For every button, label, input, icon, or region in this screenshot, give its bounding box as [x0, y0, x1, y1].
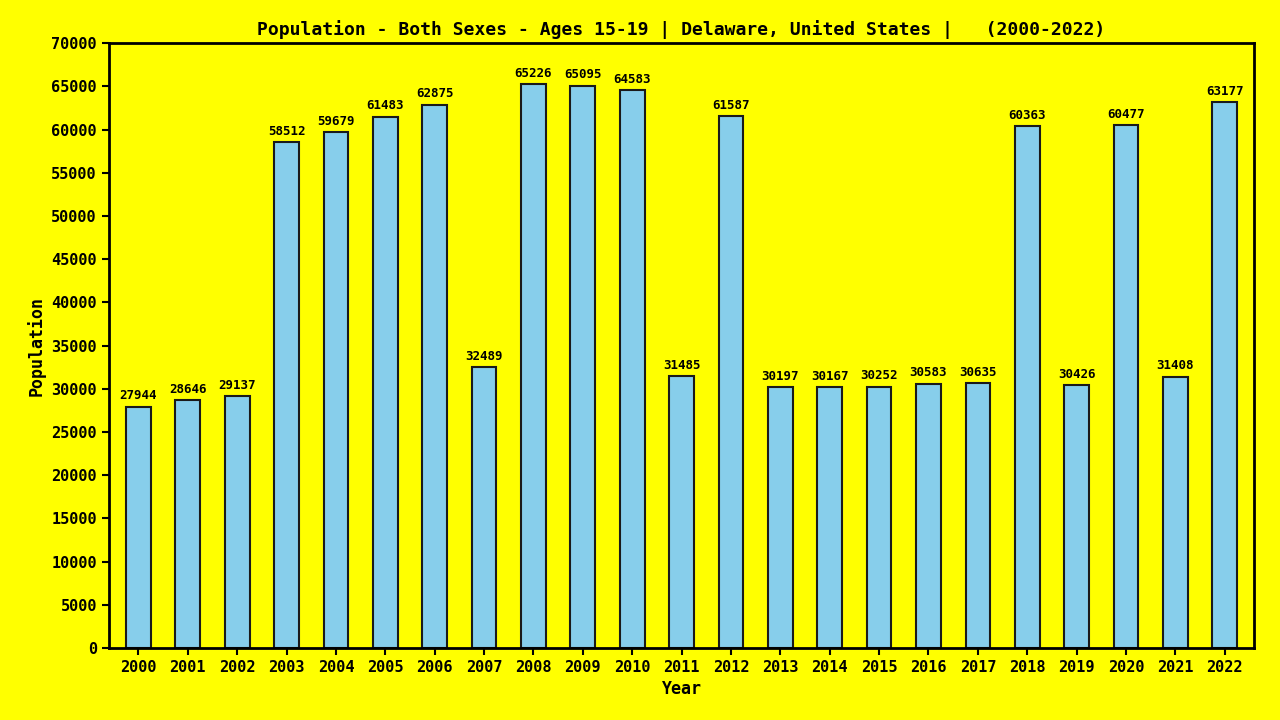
X-axis label: Year: Year — [662, 680, 701, 698]
Text: 60477: 60477 — [1107, 108, 1144, 121]
Bar — [521, 84, 545, 648]
Y-axis label: Population: Population — [27, 296, 46, 395]
Text: 59679: 59679 — [317, 115, 355, 128]
Text: 65226: 65226 — [515, 67, 552, 80]
Bar — [916, 384, 941, 648]
Text: 30252: 30252 — [860, 369, 897, 382]
Bar — [274, 143, 300, 648]
Bar — [324, 132, 348, 648]
Text: 30635: 30635 — [959, 366, 997, 379]
Text: 30426: 30426 — [1057, 368, 1096, 381]
Text: 29137: 29137 — [219, 379, 256, 392]
Text: 31408: 31408 — [1157, 359, 1194, 372]
Bar — [768, 387, 792, 648]
Text: 31485: 31485 — [663, 359, 700, 372]
Bar — [175, 400, 200, 648]
Text: 60363: 60363 — [1009, 109, 1046, 122]
Bar — [372, 117, 398, 648]
Text: 28646: 28646 — [169, 383, 206, 396]
Bar — [472, 367, 497, 648]
Bar — [1114, 125, 1138, 648]
Bar — [867, 387, 891, 648]
Bar — [818, 387, 842, 648]
Bar — [965, 383, 991, 648]
Text: 30197: 30197 — [762, 370, 799, 383]
Bar — [225, 396, 250, 648]
Bar — [571, 86, 595, 648]
Bar — [1064, 385, 1089, 648]
Bar — [620, 90, 645, 648]
Text: 58512: 58512 — [268, 125, 306, 138]
Bar — [669, 376, 694, 648]
Text: 61483: 61483 — [366, 99, 404, 112]
Title: Population - Both Sexes - Ages 15-19 | Delaware, United States |   (2000-2022): Population - Both Sexes - Ages 15-19 | D… — [257, 20, 1106, 39]
Text: 65095: 65095 — [564, 68, 602, 81]
Bar — [1015, 127, 1039, 648]
Bar — [1164, 377, 1188, 648]
Bar — [422, 105, 447, 648]
Text: 27944: 27944 — [119, 390, 157, 402]
Text: 32489: 32489 — [466, 350, 503, 363]
Bar — [1212, 102, 1236, 648]
Bar — [718, 116, 744, 648]
Bar — [127, 407, 151, 648]
Text: 61587: 61587 — [712, 99, 750, 112]
Text: 30167: 30167 — [812, 370, 849, 383]
Text: 62875: 62875 — [416, 87, 453, 101]
Text: 63177: 63177 — [1206, 85, 1244, 98]
Text: 64583: 64583 — [613, 73, 652, 86]
Text: 30583: 30583 — [910, 366, 947, 379]
